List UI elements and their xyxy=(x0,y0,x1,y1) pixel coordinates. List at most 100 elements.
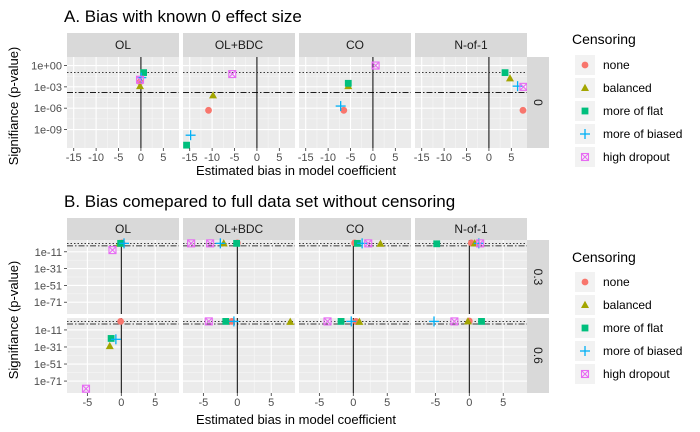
point-none xyxy=(340,106,348,114)
legend-key-none xyxy=(581,278,589,286)
x-tick-label: -5 xyxy=(198,397,208,409)
y-tick-label: 1e-09 xyxy=(34,125,62,137)
legend-key-more-of-flat xyxy=(581,324,589,332)
panel-b-plot: OL 1e-71 1e-51 1e-31 1e-11 1e-71 1e-51 1e-31 1e-… xyxy=(34,218,549,409)
x-tick-label: -15 xyxy=(414,152,430,164)
point-more-of-flat xyxy=(337,318,345,325)
legend-label: more of biased xyxy=(603,344,682,358)
legend-item-none: none xyxy=(575,55,630,75)
point-none xyxy=(519,106,527,114)
point-balanced xyxy=(105,341,114,350)
y-tick-label: 1e-31 xyxy=(34,342,62,354)
y-tick-label: 1e-06 xyxy=(34,103,62,115)
x-tick-label: 5 xyxy=(160,152,166,164)
row-label-0-6: 0.6 xyxy=(531,347,545,364)
legend-key-high-dropout xyxy=(580,369,590,379)
row-strip-0 xyxy=(527,57,549,148)
plot-panel-ol-bdc-0-6 xyxy=(183,316,295,393)
facet-label-ol-bdc: OL+BDC xyxy=(215,38,264,52)
panel-a-plot: OL 1e-09 1e-06 1e-03 1e+00 -15 -10 -5 0 5 OL+BDC -1… xyxy=(31,33,549,164)
panel-a-title: A. Bias with known 0 effect size xyxy=(64,7,302,26)
x-tick-label: 5 xyxy=(384,397,390,409)
point-high-dropout xyxy=(371,61,380,70)
x-tick-label: 0 xyxy=(370,152,376,164)
legend-a: Censoring none balanced more of flat more o… xyxy=(572,31,682,167)
plot-panel-ol-0-6 xyxy=(67,318,179,393)
legend-label: more of flat xyxy=(603,321,664,335)
x-tick-label: -10 xyxy=(88,152,104,164)
point-balanced xyxy=(286,317,295,325)
point-high-dropout xyxy=(135,75,145,84)
x-tick-label: 0 xyxy=(138,152,144,164)
legend-label: more of flat xyxy=(603,104,664,118)
plot-panel-ol-bdc-0-3 xyxy=(183,238,295,314)
legend-label: balanced xyxy=(603,81,652,95)
legend-key-more-of-flat xyxy=(581,107,589,115)
row-strip-0-3 xyxy=(527,240,549,314)
point-balanced xyxy=(209,91,218,99)
legend-label: none xyxy=(603,58,630,72)
x-tick-label: -5 xyxy=(430,397,440,409)
legend-label: balanced xyxy=(603,298,652,312)
y-tick-label: 1e+00 xyxy=(31,61,62,73)
x-tick-label: -5 xyxy=(462,152,472,164)
point-more-of-flat xyxy=(478,318,485,325)
legend-key-high-dropout xyxy=(580,152,590,162)
strip-ol xyxy=(67,33,179,57)
y-tick-label: 1e-51 xyxy=(34,280,62,292)
legend-label: none xyxy=(603,275,630,289)
legend-item-more-of-biased: more of biased xyxy=(575,124,682,144)
point-high-dropout xyxy=(206,239,215,248)
strip-ol-bdc xyxy=(183,33,295,57)
legend-b: Censoring none balanced more of flat more o… xyxy=(572,249,682,384)
x-tick-label: -15 xyxy=(182,152,198,164)
point-balanced xyxy=(376,239,385,247)
x-tick-label: 0 xyxy=(350,397,356,409)
point-high-dropout xyxy=(364,239,373,248)
plot-panel-co-0-6 xyxy=(299,316,411,393)
point-high-dropout xyxy=(476,239,485,248)
y-tick-label: 1e-71 xyxy=(34,297,62,309)
x-tick-label: -10 xyxy=(320,152,336,164)
point-none xyxy=(205,106,212,114)
x-tick-label: -5 xyxy=(314,397,324,409)
x-tick-label: -15 xyxy=(298,152,314,164)
point-more-of-biased xyxy=(512,81,523,92)
x-tick-label: 0 xyxy=(234,397,240,409)
legend-item-high-dropout: high dropout xyxy=(575,364,670,384)
point-more-of-biased xyxy=(215,238,226,249)
point-more-of-flat xyxy=(140,69,148,77)
x-tick-label: 5 xyxy=(276,152,282,164)
y-tick-label: 1e-11 xyxy=(35,247,62,259)
legend-label: high dropout xyxy=(603,367,670,381)
x-tick-label: 5 xyxy=(152,397,158,409)
strip-n-of-1 xyxy=(415,33,527,57)
legend-a-title: Censoring xyxy=(572,31,636,47)
x-tick-label: 0 xyxy=(486,152,492,164)
strip-ol-bdc xyxy=(183,218,295,240)
point-more-of-biased xyxy=(346,316,357,327)
legend-item-more-of-flat: more of flat xyxy=(575,101,664,121)
point-high-dropout xyxy=(450,317,459,326)
legend-item-balanced: balanced xyxy=(575,78,652,98)
x-tick-label: -5 xyxy=(346,152,356,164)
legend-key-balanced xyxy=(581,83,589,91)
point-more-of-flat xyxy=(501,69,509,77)
x-tick-label: 5 xyxy=(508,152,514,164)
panel-b-y-axis-label: Signifiance (p-value) xyxy=(6,261,21,380)
legend-b-title: Censoring xyxy=(572,249,636,265)
x-tick-label: -10 xyxy=(436,152,452,164)
point-more-of-biased xyxy=(429,316,440,327)
plot-panel-n-of-1-0-3 xyxy=(415,238,527,314)
point-more-of-biased xyxy=(185,130,196,141)
x-tick-label: -10 xyxy=(204,152,220,164)
point-more-of-biased xyxy=(119,238,130,249)
y-tick-label: 1e-03 xyxy=(34,82,62,94)
plot-panel-n-of-1-0 xyxy=(415,57,528,148)
facet-label-n-of-1: N-of-1 xyxy=(454,222,488,236)
point-high-dropout xyxy=(108,246,117,255)
y-tick-label: 1e-31 xyxy=(34,264,62,276)
point-balanced xyxy=(505,74,514,82)
point-more-of-flat xyxy=(107,335,115,342)
facet-label-ol-bdc: OL+BDC xyxy=(215,222,264,236)
